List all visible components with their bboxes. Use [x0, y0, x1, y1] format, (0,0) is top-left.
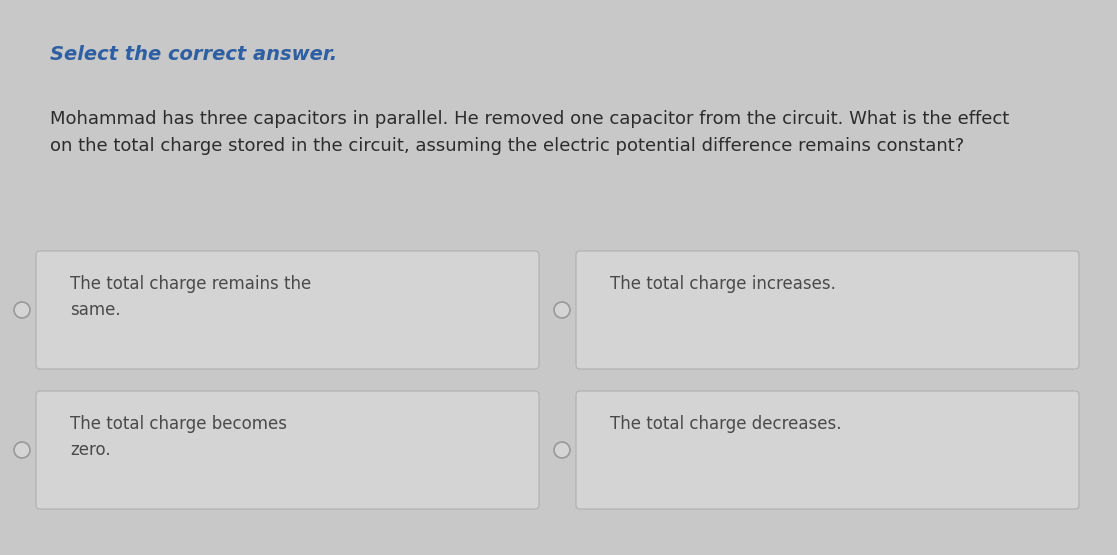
FancyBboxPatch shape: [576, 391, 1079, 509]
Circle shape: [554, 442, 570, 458]
FancyBboxPatch shape: [36, 251, 540, 369]
Circle shape: [15, 442, 30, 458]
FancyBboxPatch shape: [36, 391, 540, 509]
Circle shape: [15, 302, 30, 318]
FancyBboxPatch shape: [576, 251, 1079, 369]
Text: Mohammad has three capacitors in parallel. He removed one capacitor from the cir: Mohammad has three capacitors in paralle…: [50, 110, 1010, 155]
Text: The total charge increases.: The total charge increases.: [610, 275, 836, 293]
Text: Select the correct answer.: Select the correct answer.: [50, 45, 337, 64]
Circle shape: [554, 302, 570, 318]
Text: The total charge remains the
same.: The total charge remains the same.: [70, 275, 312, 319]
Text: The total charge decreases.: The total charge decreases.: [610, 415, 841, 433]
Text: The total charge becomes
zero.: The total charge becomes zero.: [70, 415, 287, 460]
